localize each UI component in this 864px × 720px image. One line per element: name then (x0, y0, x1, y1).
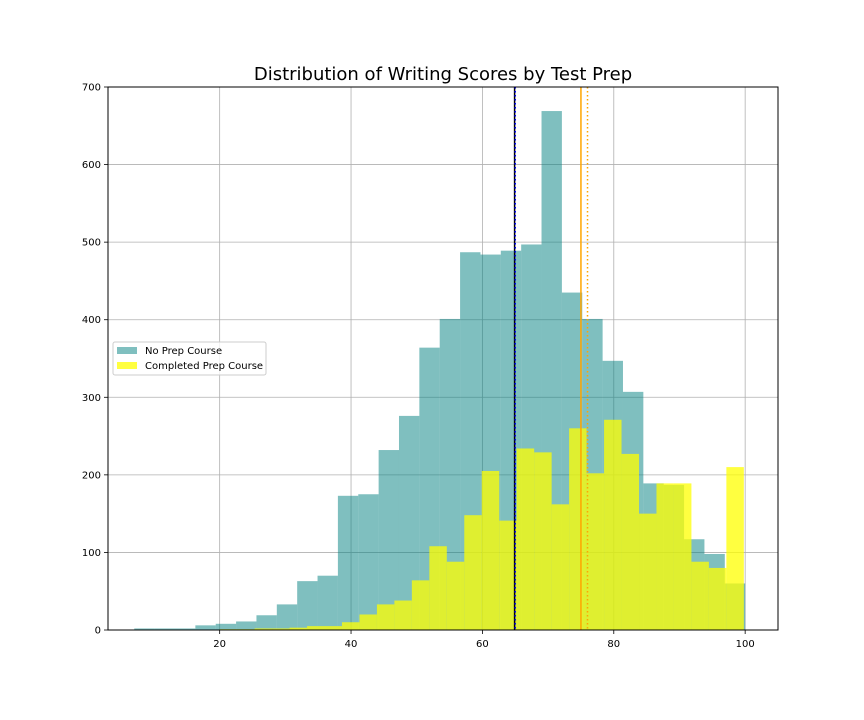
y-tick-label: 300 (82, 393, 101, 404)
histogram-bar (534, 452, 552, 630)
histogram-bar (569, 428, 587, 630)
histogram-bars (134, 111, 746, 631)
histogram-bar (359, 614, 377, 630)
histogram-bar (394, 600, 412, 630)
histogram-bar (446, 561, 465, 630)
histogram-bar (236, 621, 257, 630)
x-tick-label: 100 (736, 639, 755, 650)
legend-swatch (117, 347, 137, 354)
histogram-bar (726, 467, 744, 630)
histogram-bar (154, 628, 175, 630)
histogram-bar (254, 628, 273, 630)
histogram-bar (358, 494, 379, 630)
legend-swatch (117, 362, 137, 369)
y-tick-label: 100 (82, 548, 101, 559)
histogram-bar (708, 567, 727, 630)
legend-label: Completed Prep Course (145, 361, 263, 372)
histogram-bar (215, 623, 237, 630)
x-tick-label: 40 (345, 639, 358, 650)
histogram-bar (398, 415, 420, 630)
histogram-bar (317, 575, 338, 630)
y-tick-label: 0 (95, 626, 101, 637)
histogram-bar (551, 504, 570, 630)
histogram-bar (276, 604, 298, 630)
histogram-bar (195, 625, 216, 630)
legend: No Prep Course Completed Prep Course (112, 341, 267, 376)
legend-box (112, 341, 267, 376)
histogram-bar (289, 627, 308, 630)
histogram-bar (673, 483, 692, 630)
histogram-bar (411, 580, 430, 630)
x-axis-ticks: 20 40 60 80 100 (213, 630, 755, 650)
histogram-bar (481, 470, 500, 630)
histogram-bar (464, 515, 482, 630)
histogram-bar (656, 483, 674, 630)
histogram-bar (378, 450, 399, 630)
y-tick-label: 500 (82, 238, 101, 249)
legend-label: No Prep Course (145, 346, 222, 357)
y-tick-label: 400 (82, 315, 101, 326)
y-axis-ticks: 0 100 200 300 400 500 600 700 (82, 83, 108, 637)
histogram-bar (324, 626, 342, 630)
histogram-bar (604, 419, 622, 630)
y-tick-label: 700 (82, 83, 101, 94)
y-tick-label: 200 (82, 470, 101, 481)
histogram-bar (297, 581, 318, 630)
x-tick-label: 80 (607, 639, 620, 650)
histogram-bar (516, 448, 535, 630)
histogram-bar (621, 453, 640, 630)
histogram-bar (272, 628, 290, 630)
histogram-bar (586, 473, 605, 630)
histogram-bar (307, 626, 325, 630)
plot-frame (107, 86, 779, 631)
reference-lines (513, 87, 589, 630)
x-tick-label: 20 (213, 639, 226, 650)
y-tick-label: 600 (82, 160, 101, 171)
chart-title: Distribution of Writing Scores by Test P… (254, 64, 632, 85)
series-2 (219, 419, 744, 630)
histogram-bar (134, 628, 155, 630)
histogram-bar (639, 513, 657, 630)
histogram-bar (175, 628, 196, 630)
histogram-bar (337, 495, 359, 630)
histogram-bar (429, 546, 447, 630)
histogram-bar (376, 604, 395, 630)
histogram-bar (256, 615, 277, 630)
histogram-bar (341, 622, 360, 630)
x-tick-label: 60 (476, 639, 489, 650)
histogram-bar (691, 561, 709, 630)
histogram-bar (499, 520, 517, 630)
